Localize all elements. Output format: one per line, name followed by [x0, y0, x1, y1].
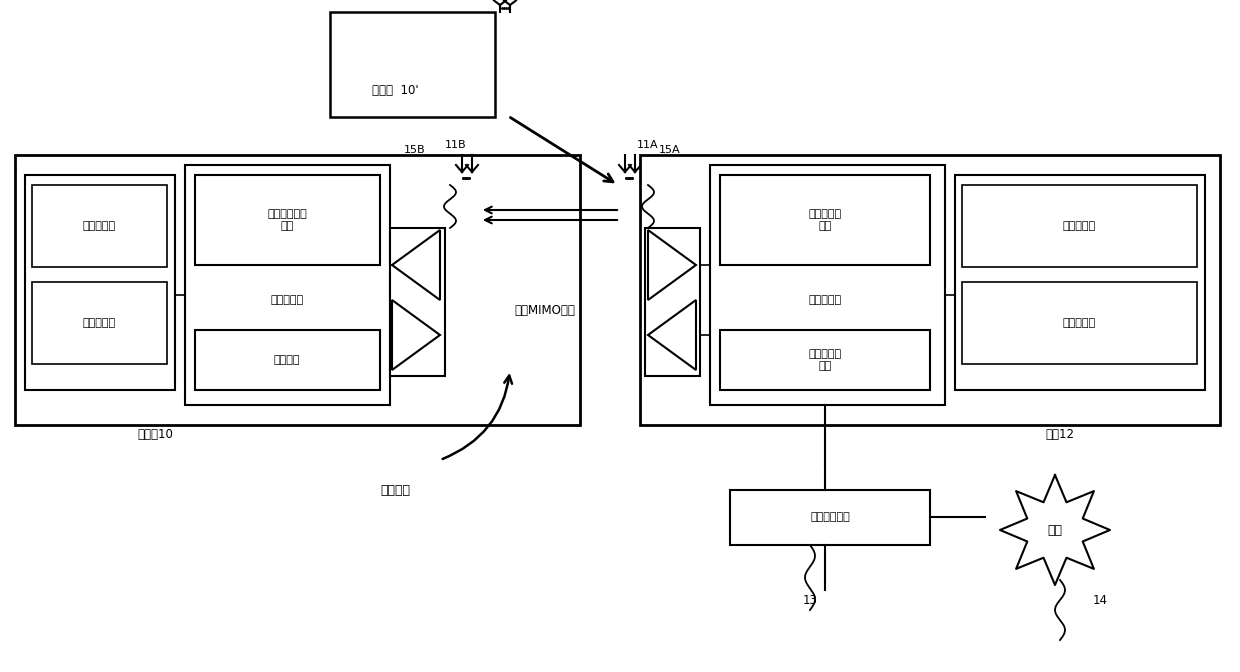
Bar	[195, 175, 379, 265]
Text: 数据存储器: 数据存储器	[82, 318, 115, 328]
Bar	[645, 228, 701, 376]
Bar	[720, 175, 930, 265]
Text: 程序存储器: 程序存储器	[82, 221, 115, 231]
Bar	[32, 282, 167, 364]
Bar	[720, 330, 930, 390]
Text: 基站12: 基站12	[1045, 429, 1075, 442]
Bar	[730, 490, 930, 545]
Bar	[185, 165, 391, 405]
Text: 11A: 11A	[637, 140, 658, 150]
Text: 反馈单元: 反馈单元	[274, 355, 300, 365]
Text: 程序存储器: 程序存储器	[1063, 221, 1096, 231]
Bar	[330, 12, 495, 117]
Text: 媒体接入控制
单元: 媒体接入控制 单元	[267, 209, 306, 230]
Text: 网络控制设备: 网络控制设备	[810, 512, 849, 522]
Text: 数据处理器: 数据处理器	[808, 295, 842, 305]
Bar	[25, 175, 175, 390]
Text: 用户选择调
度器: 用户选择调 度器	[808, 209, 842, 230]
Bar	[195, 330, 379, 390]
Bar	[15, 155, 580, 425]
Bar	[640, 155, 1220, 425]
Polygon shape	[649, 300, 696, 370]
Bar	[955, 175, 1205, 390]
Polygon shape	[392, 300, 440, 370]
Text: 下行MIMO传输: 下行MIMO传输	[515, 304, 575, 317]
Text: 15B: 15B	[404, 145, 425, 155]
Text: 数据存储器: 数据存储器	[1063, 318, 1096, 328]
Bar	[711, 165, 945, 405]
Text: 无线网络: 无线网络	[379, 483, 410, 497]
Text: 11B: 11B	[445, 140, 466, 150]
Text: 网络: 网络	[1048, 523, 1063, 536]
Text: 15A: 15A	[660, 145, 681, 155]
Bar	[962, 282, 1197, 364]
Bar	[32, 185, 167, 267]
Text: 移动站  10': 移动站 10'	[372, 83, 418, 97]
Polygon shape	[392, 230, 440, 300]
Bar	[962, 185, 1197, 267]
Text: 移动站10: 移动站10	[138, 429, 172, 442]
Polygon shape	[649, 230, 696, 300]
Text: 13: 13	[802, 593, 817, 607]
Text: 14: 14	[1092, 593, 1107, 607]
Text: 数据处理器: 数据处理器	[270, 295, 304, 305]
Polygon shape	[999, 475, 1110, 585]
Text: 下行控制指
示器: 下行控制指 示器	[808, 349, 842, 371]
Bar	[391, 228, 445, 376]
